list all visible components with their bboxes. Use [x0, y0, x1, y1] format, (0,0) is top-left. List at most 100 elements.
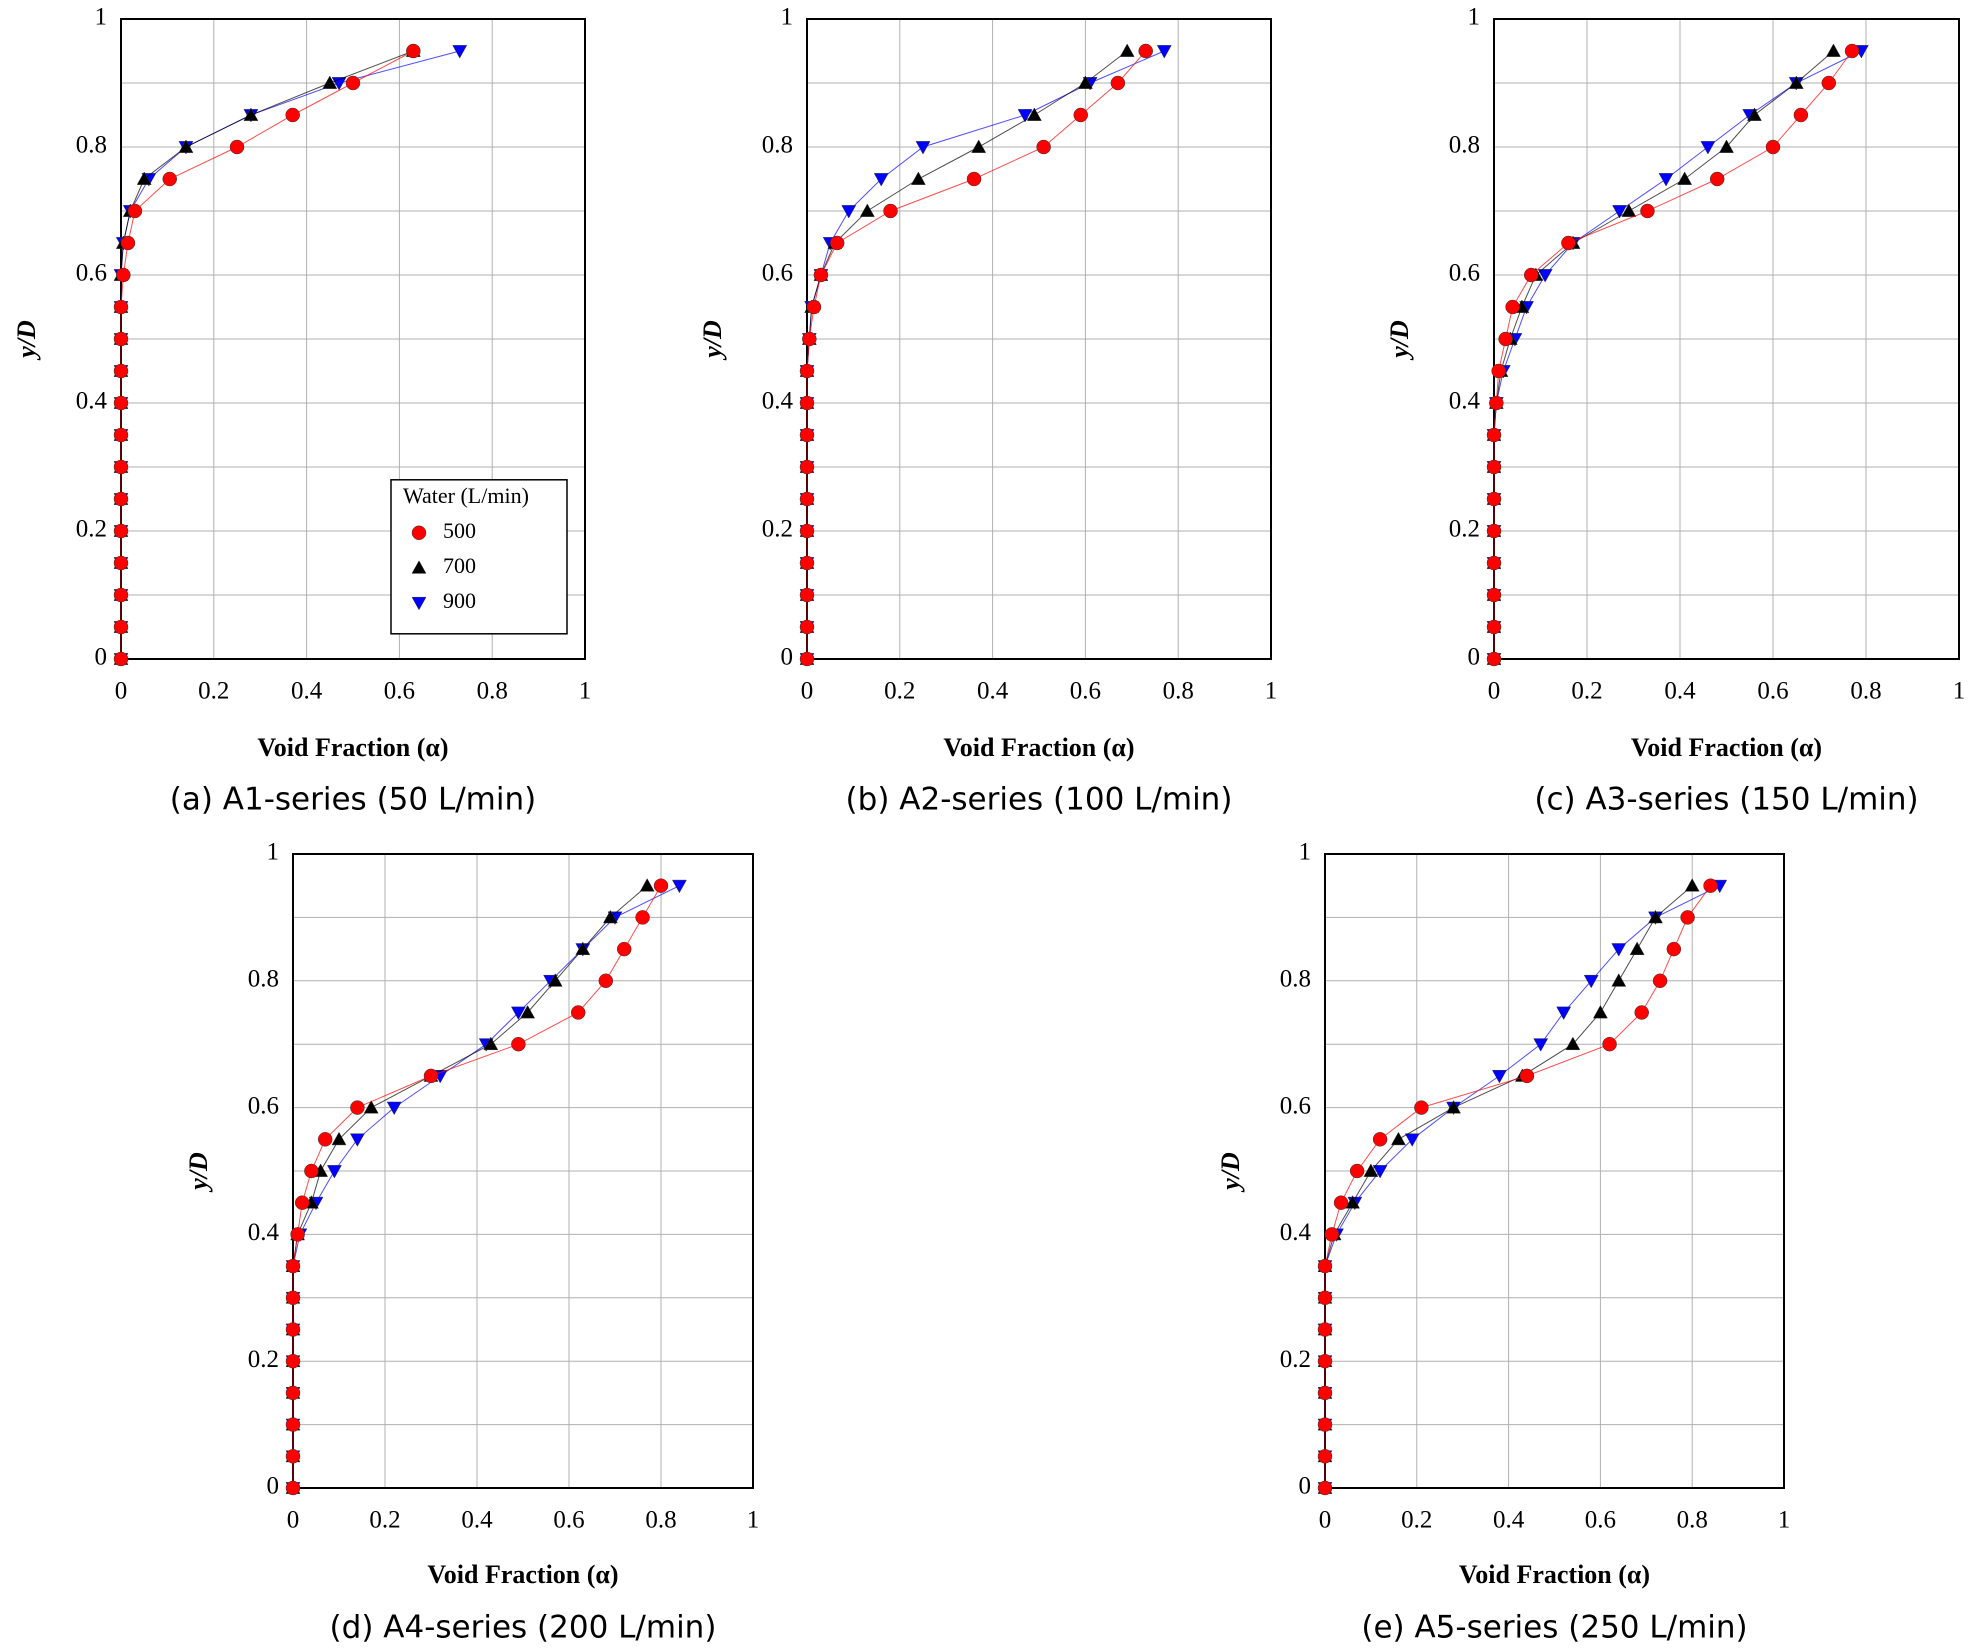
data-point [1317, 1417, 1333, 1432]
data-point [285, 1385, 301, 1401]
data-point [570, 1005, 586, 1020]
data-point [1345, 1195, 1360, 1209]
data-point [883, 203, 898, 219]
chart: 0 0.2 0.4 0.6 0.8 1 0 0.2 0.4 0.6 0.8 1 Void Fractio… [698, 4, 1277, 818]
x-tick-label: 0 [801, 678, 814, 705]
y-axis-title: y/D [1385, 320, 1414, 361]
data-point [1640, 203, 1655, 219]
x-tick-label: 0.4 [1493, 1507, 1525, 1534]
data-point [1391, 1131, 1406, 1146]
data-point [511, 1036, 526, 1052]
y-tick-label: 0.4 [1449, 388, 1481, 415]
caption: (c) A3-series (150 L/min) [1534, 782, 1918, 818]
data-point [1700, 141, 1716, 155]
data-point [1680, 910, 1695, 925]
data-point [127, 203, 143, 219]
caption: (a) A1-series (50 L/min) [170, 782, 536, 818]
y-axis-title: y/D [1216, 1152, 1245, 1193]
y-tick-label: 0.8 [1449, 132, 1480, 159]
legend-title: Water (L/min) [403, 483, 529, 508]
legend-marker [411, 596, 427, 611]
data-point [799, 395, 815, 411]
data-point [1556, 1006, 1572, 1021]
y-tick-label: 0.2 [1449, 516, 1480, 543]
y-tick-label: 0.2 [1280, 1346, 1311, 1373]
x-tick-label: 1 [579, 678, 592, 705]
data-point [1317, 1322, 1333, 1337]
x-tick-label: 0.6 [553, 1507, 584, 1534]
data-point [802, 331, 817, 347]
x-axis-title: Void Fraction (α) [1631, 733, 1822, 762]
y-tick-label: 0.8 [248, 966, 279, 993]
y-tick-label: 0 [781, 644, 794, 671]
data-point [616, 941, 632, 957]
data-point [113, 299, 129, 315]
x-axis-title: Void Fraction (α) [943, 733, 1134, 762]
series-line [806, 50, 1128, 659]
x-tick-label: 0.8 [477, 678, 508, 705]
y-tick-label: 0.4 [248, 1219, 280, 1246]
y-axis-title: y/D [184, 1152, 213, 1193]
data-point [1629, 941, 1645, 955]
data-point [326, 1165, 342, 1179]
data-point [1110, 75, 1126, 91]
data-point [1138, 43, 1153, 59]
data-point [285, 1258, 301, 1274]
data-point [966, 171, 982, 187]
data-point [1765, 139, 1781, 155]
x-axis-title: Void Fraction (α) [1459, 1560, 1650, 1589]
data-point [1489, 395, 1504, 411]
x-tick-label: 0.2 [1571, 678, 1602, 705]
data-point [829, 235, 845, 251]
data-point [1017, 109, 1033, 123]
x-tick-label: 1 [1778, 1507, 1791, 1534]
data-point [639, 878, 655, 892]
y-tick-label: 0.8 [1280, 966, 1311, 993]
data-point [113, 523, 129, 539]
x-tick-label: 0.8 [1677, 1507, 1708, 1534]
y-axis-title: y/D [698, 320, 727, 361]
x-tick-label: 0.8 [645, 1507, 676, 1534]
data-point [1719, 139, 1734, 153]
x-tick-label: 0 [1319, 1507, 1332, 1534]
y-tick-label: 0.4 [1280, 1219, 1312, 1246]
x-tick-label: 0.4 [461, 1507, 493, 1534]
data-point [229, 139, 245, 155]
x-tick-label: 0.2 [884, 678, 915, 705]
y-tick-label: 0.8 [762, 132, 793, 159]
data-point [1414, 1100, 1429, 1115]
data-point [1317, 1449, 1333, 1464]
data-point [285, 1290, 301, 1306]
data-point [1486, 619, 1502, 635]
data-point [1486, 491, 1502, 507]
plot-frame [292, 853, 754, 1489]
y-tick-label: 0.6 [1449, 260, 1480, 287]
data-point [1565, 1036, 1581, 1051]
data-point [598, 973, 614, 989]
data-point [635, 910, 650, 925]
data-point [799, 427, 815, 443]
data-point [1709, 171, 1725, 187]
y-tick-label: 0.2 [762, 516, 793, 543]
plot-frame [1324, 853, 1785, 1489]
data-point [1602, 1036, 1617, 1052]
data-point [653, 878, 669, 893]
data-point [1561, 235, 1576, 251]
x-axis-title: Void Fraction (α) [427, 1560, 618, 1589]
y-tick-label: 0.6 [1280, 1092, 1311, 1119]
data-point [799, 523, 815, 539]
data-point [386, 1101, 402, 1116]
data-point [602, 909, 618, 924]
data-point [423, 1068, 439, 1084]
data-point [1621, 203, 1637, 217]
data-point [799, 555, 815, 571]
y-tick-label: 0.2 [76, 516, 107, 543]
x-tick-label: 0.4 [977, 678, 1009, 705]
legend-label: 900 [443, 588, 476, 613]
data-point [1324, 1227, 1340, 1242]
data-point [162, 171, 177, 187]
data-point [113, 491, 129, 507]
legend-box [390, 479, 568, 635]
